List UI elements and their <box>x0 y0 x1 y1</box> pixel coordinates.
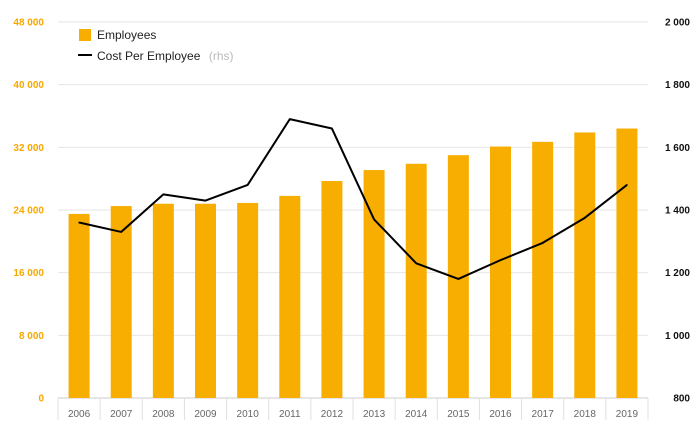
x-axis-tick-label: 2010 <box>237 409 260 420</box>
cost-per-employee-line-group <box>78 118 628 280</box>
x-axis-tick-label: 2011 <box>279 409 301 420</box>
right-axis-tick-label: 2 000 <box>665 18 690 29</box>
line-cost-per-employee <box>78 118 628 280</box>
right-axis-tick-label: 800 <box>673 394 690 405</box>
x-axis-tick-label: 2008 <box>152 409 175 420</box>
x-axis-tick-label: 2007 <box>110 409 133 420</box>
left-axis-tick-label: 24 000 <box>13 206 44 217</box>
x-axis-tick-label: 2014 <box>405 409 428 420</box>
bar-employees-2019 <box>616 128 638 399</box>
bar-employees-2012 <box>321 181 343 398</box>
point-cost-per-employee-2012 <box>331 127 333 130</box>
x-axis-tick-label: 2018 <box>574 409 597 420</box>
right-axis-tick-label: 1 400 <box>665 206 690 217</box>
bar-employees-2006 <box>68 213 90 398</box>
legend-label-cost-text: Cost Per Employee <box>97 49 201 63</box>
point-cost-per-employee-2018 <box>583 217 586 219</box>
point-cost-per-employee-2009 <box>204 199 207 202</box>
right-axis-tick-label: 1 000 <box>665 331 690 342</box>
x-axis-tick-label: 2009 <box>194 409 217 420</box>
point-cost-per-employee-2008 <box>162 193 165 196</box>
left-axis-ticks: 0 8 000 16 000 24 000 32 000 40 000 48 000 <box>13 18 44 405</box>
point-cost-per-employee-2015 <box>457 278 460 280</box>
right-axis-ticks: 800 1 000 1 200 1 400 1 600 1 800 2 000 <box>665 18 690 405</box>
left-axis-tick-label: 8 000 <box>19 331 44 342</box>
right-axis-tick-label: 1 600 <box>665 143 690 154</box>
x-axis-tick-label: 2013 <box>363 409 386 420</box>
left-axis-tick-label: 40 000 <box>13 80 44 91</box>
legend-label-cost-per-employee: Cost Per Employee (rhs) <box>97 47 234 64</box>
x-axis-tick-label: 2016 <box>489 409 512 420</box>
point-cost-per-employee-2006 <box>78 221 80 224</box>
bar-employees-2017 <box>532 141 554 398</box>
right-axis-tick-label: 1 200 <box>665 268 690 279</box>
legend-swatch-employees <box>79 29 91 41</box>
x-axis-tick-label: 2017 <box>532 409 555 420</box>
legend: Employees Cost Per Employee (rhs) <box>78 28 234 64</box>
bar-employees-2010 <box>237 202 259 398</box>
point-cost-per-employee-2010 <box>246 184 249 186</box>
bar-employees-2013 <box>363 170 385 398</box>
bar-employees-2014 <box>405 163 427 398</box>
left-axis-tick-label: 48 000 <box>13 18 44 29</box>
right-axis-tick-label: 1 800 <box>665 80 690 91</box>
legend-label-rhs: (rhs) <box>209 49 234 63</box>
x-axis-tick-label: 2012 <box>321 409 344 420</box>
left-axis-tick-label: 32 000 <box>13 143 44 154</box>
bar-employees-2016 <box>490 146 511 398</box>
legend-label-employees: Employees <box>97 28 156 42</box>
point-cost-per-employee-2007 <box>120 231 123 233</box>
employees-bars <box>68 128 638 399</box>
bar-employees-2011 <box>279 195 301 398</box>
point-cost-per-employee-2011 <box>288 118 291 120</box>
left-axis-tick-label: 16 000 <box>13 268 44 279</box>
legend-swatch-cost-per-employee <box>78 54 92 56</box>
point-cost-per-employee-2019 <box>626 184 628 186</box>
point-cost-per-employee-2017 <box>541 242 544 244</box>
bar-employees-2007 <box>110 206 132 398</box>
x-axis-tick-label: 2019 <box>616 409 639 420</box>
point-cost-per-employee-2016 <box>499 259 502 261</box>
left-axis-tick-label: 0 <box>38 394 44 405</box>
point-cost-per-employee-2013 <box>373 218 375 221</box>
bar-employees-2015 <box>447 155 469 398</box>
bar-employees-2009 <box>195 203 216 398</box>
gridlines <box>57 21 649 420</box>
bar-employees-2018 <box>574 132 596 398</box>
x-axis-tick-label: 2006 <box>68 409 91 420</box>
point-cost-per-employee-2014 <box>415 262 418 265</box>
x-axis-ticks: 2006 2007 2008 2009 2010 2011 2012 2013 2014 2015… <box>68 409 639 420</box>
x-axis-tick-label: 2015 <box>447 409 470 420</box>
bar-employees-2008 <box>152 203 174 398</box>
